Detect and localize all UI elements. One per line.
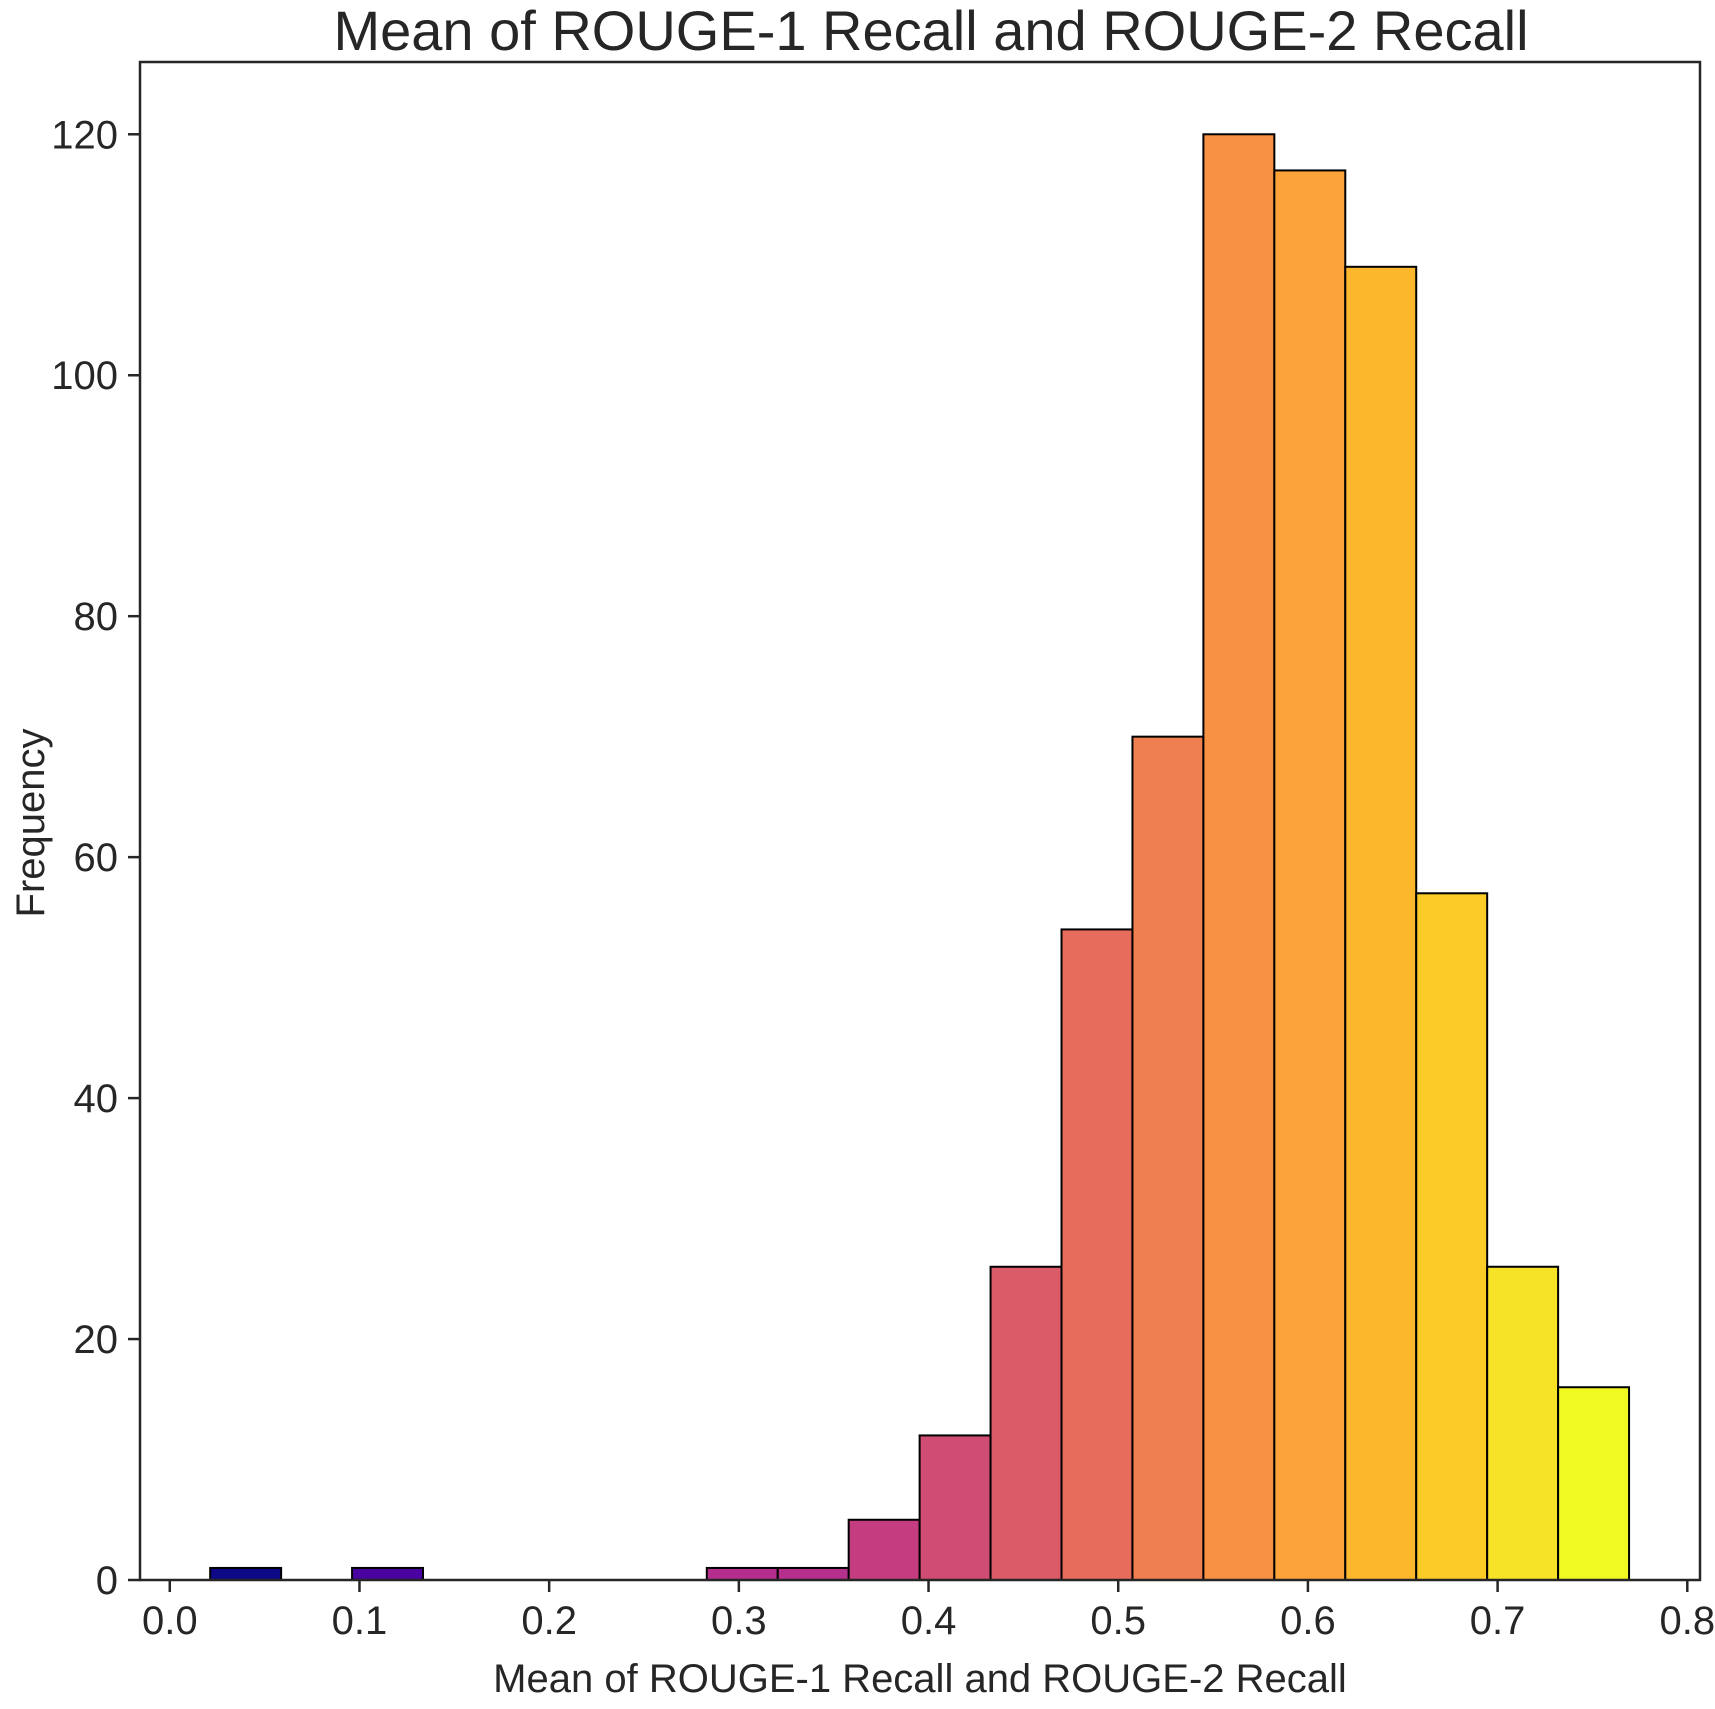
histogram-bar-15 (1273, 169, 1347, 1581)
y-tick-label: 60 (74, 836, 119, 880)
histogram-bar-16 (1344, 265, 1418, 1581)
x-tick-label: 0.3 (711, 1599, 767, 1643)
histogram-bar-13 (1131, 735, 1205, 1581)
y-tick-label: 80 (74, 595, 119, 639)
y-tick-label: 100 (51, 354, 118, 398)
histogram-bar-8 (776, 1566, 850, 1582)
x-tick-label: 0.7 (1470, 1599, 1526, 1643)
chart-title: Mean of ROUGE-1 Recall and ROUGE-2 Recal… (333, 0, 1528, 62)
x-axis-ticks: 0.0 0.1 0.2 0.3 0.4 0.5 0.6 0.7 0.8 (142, 1580, 1715, 1643)
plot-frame (138, 60, 1702, 1582)
x-tick-label: 0.5 (1090, 1599, 1146, 1643)
y-tick-label: 40 (74, 1077, 119, 1121)
x-tick-label: 0.2 (521, 1599, 577, 1643)
histogram-bar-7 (705, 1566, 779, 1582)
histogram-bars (209, 133, 1631, 1582)
histogram-bar-9 (847, 1518, 921, 1582)
y-tick-label: 0 (96, 1559, 118, 1603)
y-tick-label: 120 (51, 113, 118, 157)
y-axis-label: Frequency (9, 729, 53, 918)
x-tick-label: 0.0 (142, 1599, 198, 1643)
y-tick-label: 20 (74, 1318, 119, 1362)
histogram-bar-10 (918, 1434, 992, 1582)
histogram-bar-0 (209, 1566, 283, 1582)
histogram-bar-19 (1557, 1386, 1631, 1581)
histogram-bar-11 (989, 1265, 1063, 1582)
x-axis-label: Mean of ROUGE-1 Recall and ROUGE-2 Recal… (493, 1657, 1347, 1701)
x-tick-label: 0.8 (1659, 1599, 1715, 1643)
x-tick-label: 0.1 (332, 1599, 388, 1643)
histogram-bar-12 (1060, 928, 1134, 1581)
x-tick-label: 0.6 (1280, 1599, 1336, 1643)
x-tick-label: 0.4 (901, 1599, 957, 1643)
histogram-bar-14 (1202, 133, 1276, 1581)
y-axis-ticks: 0 20 40 60 80 100 120 (51, 113, 140, 1603)
histogram-bar-2 (351, 1566, 425, 1582)
histogram-bar-17 (1415, 892, 1489, 1581)
histogram-bar-18 (1486, 1265, 1560, 1582)
